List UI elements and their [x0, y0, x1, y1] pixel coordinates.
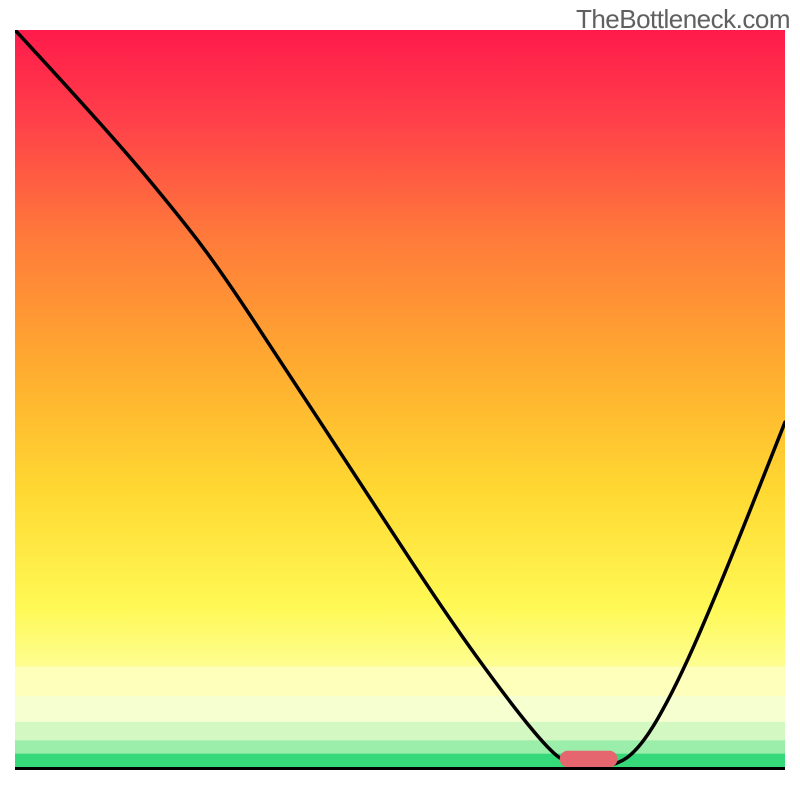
chart-container	[15, 30, 785, 770]
chart-marker	[15, 30, 785, 770]
